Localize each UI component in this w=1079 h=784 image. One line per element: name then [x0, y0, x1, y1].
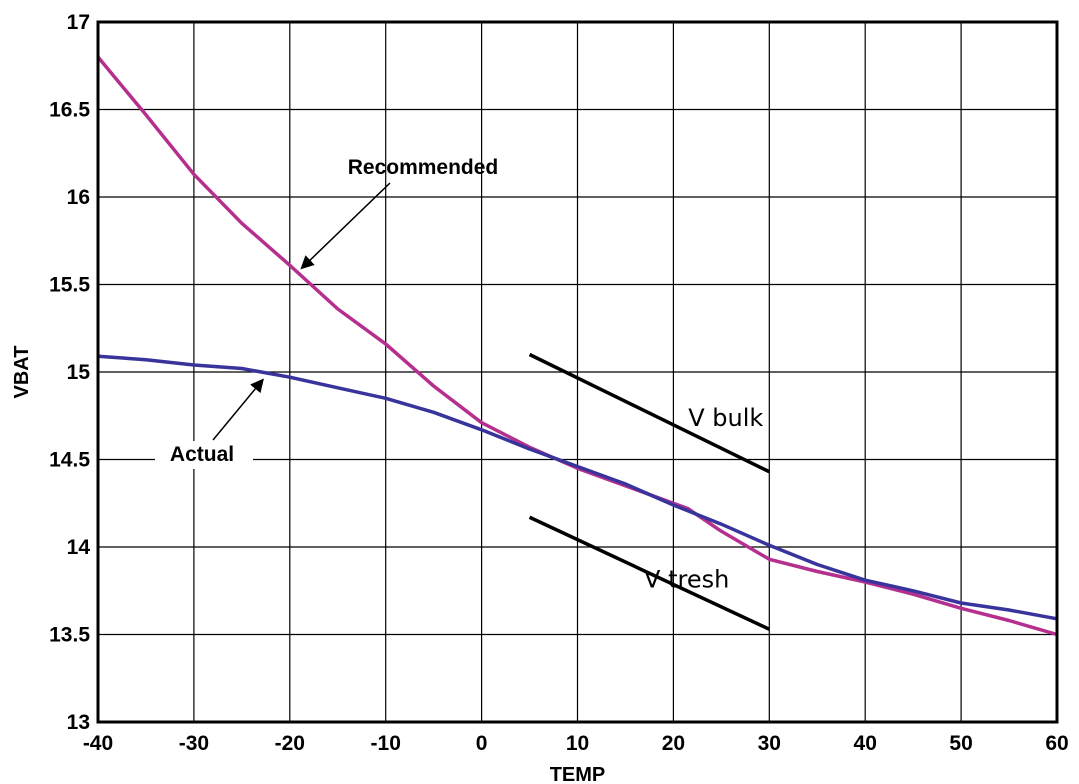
x-tick-label: -10 [371, 732, 401, 755]
x-tick-label: 20 [662, 732, 685, 755]
y-tick-label: 15 [67, 361, 91, 384]
series-line-actual [97, 354, 1058, 621]
threshold-layer: V bulk V tresh [528, 352, 771, 631]
x-tick-labels: -40 -30 -20 -10 0 10 20 30 40 50 60 [83, 732, 1069, 755]
threshold-line-1 [528, 515, 771, 631]
y-tick-label: 14.5 [49, 449, 90, 472]
threshold-label-0: V bulk [688, 404, 763, 432]
x-tick-label: -40 [83, 732, 113, 755]
recommended-arrow [300, 182, 391, 270]
actual-callout-background [155, 441, 253, 469]
y-tick-label: 17 [67, 11, 90, 34]
x-tick-label: -30 [179, 732, 209, 755]
x-tick-label: 50 [949, 732, 972, 755]
recommended-callout: Recommended [348, 156, 499, 179]
y-tick-label: 16.5 [49, 99, 90, 122]
x-tick-label: 10 [566, 732, 589, 755]
x-axis-title: TEMP [550, 764, 606, 784]
y-tick-label: 14 [67, 536, 91, 559]
x-tick-label: 30 [758, 732, 781, 755]
threshold-label-1: V tresh [644, 565, 729, 593]
y-tick-label: 13.5 [49, 624, 90, 647]
y-tick-label: 15.5 [49, 274, 90, 297]
series-layer [96, 55, 1058, 637]
actual-arrow [212, 378, 264, 441]
x-tick-label: -20 [275, 732, 305, 755]
y-axis-title: VBAT [11, 346, 33, 399]
x-tick-label: 60 [1045, 732, 1068, 755]
plot-frame [96, 20, 1059, 724]
grid-lines [97, 21, 1058, 723]
y-tick-label: 13 [67, 711, 90, 734]
y-tick-labels: 13 13.5 14 14.5 15 15.5 16 16.5 17 [49, 11, 90, 734]
x-tick-label: 0 [476, 732, 488, 755]
x-tick-label: 40 [854, 732, 877, 755]
actual-callout: Actual [170, 443, 234, 466]
threshold-line-0 [528, 352, 771, 474]
y-tick-label: 16 [67, 186, 90, 209]
